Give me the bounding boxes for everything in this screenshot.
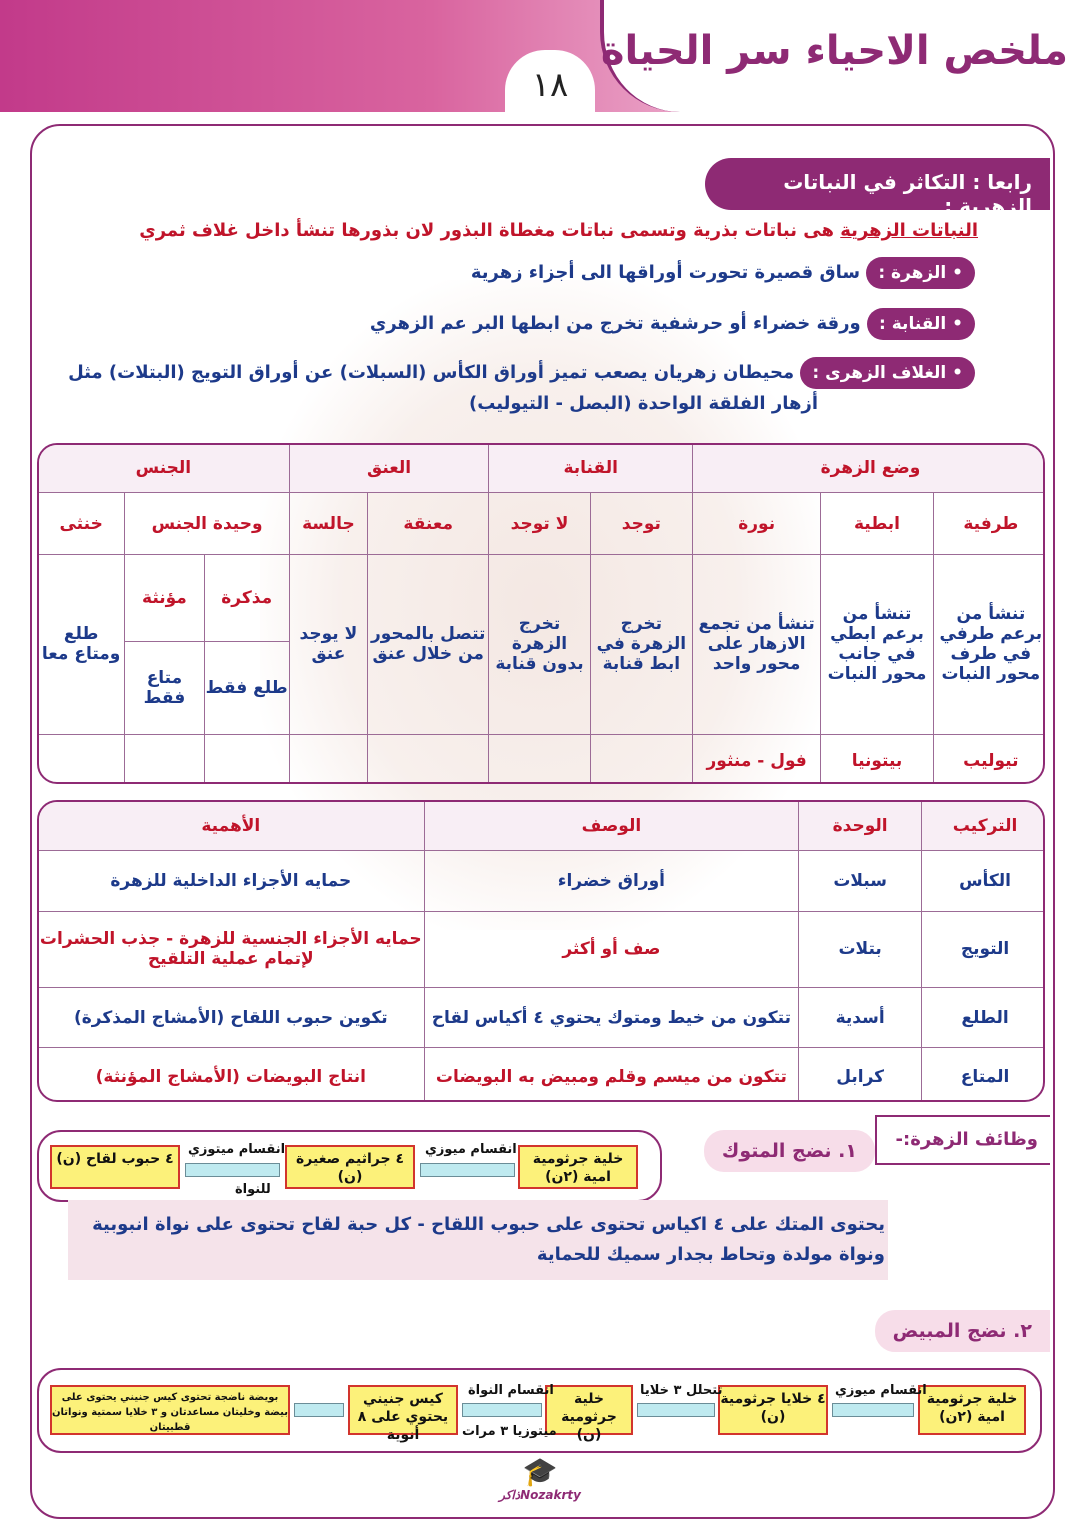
functions-title: وظائف الزهرة:-	[875, 1115, 1050, 1165]
definition-text: ورقة خضراء أو حرشفية تخرج من ابطها البر …	[369, 313, 861, 334]
subheader: توجد	[589, 492, 693, 555]
intro-line: النباتات الزهرية هى نباتات بذرية وتسمى ن…	[139, 220, 978, 241]
arrow-left-icon	[832, 1403, 914, 1417]
intro-text: هى نباتات بذرية وتسمى نباتات مغطاة البذو…	[139, 220, 834, 241]
table-row: المتاع كرابل تتكون من ميسم وقلم ومبيض به ا…	[39, 1047, 1043, 1100]
subheader: وحيدة الجنس	[124, 492, 290, 555]
term-pill: • الزهرة :	[866, 257, 975, 289]
definition-perianth: • الغلاف الزهرى : محيطان زهريان يصعب تمي…	[68, 357, 975, 389]
arrow-left-icon	[637, 1403, 715, 1417]
flower-types-table: وضع الزهرة القنابة العنق الجنس طرفية ابطية نو…	[39, 445, 1043, 782]
arrow-left-icon	[462, 1403, 542, 1417]
cell: تخرج الزهرة في ابط قنابة	[589, 553, 693, 735]
flower-parts-table: التركيب الوحدة الوصف الأهمية الكأس سبلات أورا…	[39, 802, 1043, 1100]
section-title: رابعا : التكاثر في النباتات الزهرية :	[705, 158, 1050, 218]
flow-box: ٤ حبوب لقاح (ن)	[50, 1145, 180, 1189]
page-frame	[30, 124, 1055, 1519]
definition-bract: • القنابة : ورقة خضراء أو حرشفية تخرج من…	[369, 308, 975, 340]
step2-label: ٢. نضج المبيض	[874, 1310, 1050, 1352]
flow-label: انقسام ميتوزي	[188, 1142, 286, 1157]
cell: متاع فقط	[124, 640, 205, 735]
definition-text-cont: أزهار الفلقة الواحدة (البصل - التيوليب)	[468, 393, 818, 414]
example: فول - منثور	[691, 733, 822, 782]
group-header: العنق	[288, 445, 490, 494]
col-header: الوحدة	[798, 802, 923, 852]
flow-box: ٤ خلايا جرثومية (ن)	[718, 1385, 828, 1435]
subheader: نورة	[691, 492, 822, 555]
subheader: طرفية	[932, 492, 1043, 555]
graduation-cap-icon: 🎓	[522, 1455, 558, 1488]
col-header: الأهمية	[39, 802, 425, 852]
example: تيوليب	[932, 733, 1043, 782]
arrow-left-icon	[294, 1403, 344, 1417]
anther-note: ونواة مولدة وتحاط بجدار سميك للحماية	[536, 1244, 885, 1265]
term-pill: • القنابة :	[867, 308, 975, 340]
flow-box: بويضة ناضجة تحتوى كيس جنيني يحتوى على بي…	[50, 1385, 290, 1435]
cell: تخرج الزهرة بدون قنابة	[488, 553, 591, 735]
table-row: الطلع أسدية تتكون من خيط ومتوك يحتوي ٤ أكي…	[39, 986, 1043, 1049]
col-header: التركيب	[921, 802, 1043, 852]
arrow-left-icon	[185, 1163, 280, 1177]
subheader: خنثى	[39, 492, 126, 555]
title-area	[600, 0, 1080, 112]
flow-box: ٤ جراثيم صغيرة (ن)	[285, 1145, 415, 1189]
flow-label: تتحلل ٣ خلايا	[640, 1383, 723, 1398]
definition-flower: • الزهرة : ساق قصيرة تحورت أوراقها الى أ…	[470, 257, 975, 289]
subheader: معنقة	[367, 492, 490, 555]
cell: تتصل بالمحور من خلال عنق	[367, 553, 490, 735]
flow-label: انقسام ميوزي	[425, 1142, 517, 1157]
flow-label: انقسام ميوزي	[835, 1383, 927, 1398]
anther-note-bg	[68, 1200, 888, 1280]
cell: تنشأ من برعم طرفي في طرف محور النبات	[932, 553, 1043, 735]
flow-label: انقسام النواة	[468, 1383, 554, 1398]
logo: 🎓 Nozakrtyذاكر	[490, 1455, 590, 1525]
step1-label: ١. نضج المتوك	[703, 1130, 875, 1172]
col-header: الوصف	[423, 802, 800, 852]
cell: طلع ومتاع معا	[39, 553, 126, 735]
flow-label: للنواة	[235, 1182, 271, 1197]
example: بيتونيا	[820, 733, 934, 782]
cell: تنشأ من برعم ابطي في جانب محور النبات	[820, 553, 934, 735]
subheader: جالسة	[288, 492, 369, 555]
page-title: ملخص الاحياء سر الحياة	[600, 28, 1068, 74]
page-number: ١٨	[505, 50, 595, 112]
cell: طلع فقط	[203, 640, 290, 735]
definition-text: ساق قصيرة تحورت أوراقها الى أجزاء زهرية	[470, 262, 861, 283]
flow-box: خلية جرثومية (ن)	[545, 1385, 633, 1443]
anther-note: يحتوى المتك على ٤ اكياس تحتوى على حبوب ا…	[92, 1214, 885, 1235]
flow-box: خلية جرثومية امية (٢ن)	[918, 1385, 1026, 1435]
subheader: ابطية	[820, 492, 934, 555]
ovule-flow	[37, 1368, 1042, 1453]
flow-box: كيس جنيني يحتوي على ٨ أنوية	[348, 1385, 458, 1443]
definition-text: محيطان زهريان يصعب تميز أوراق الكأس (الس…	[68, 362, 795, 383]
group-header: الجنس	[39, 445, 290, 494]
group-header: وضع الزهرة	[691, 445, 1043, 494]
cell: تنشأ من تجمع الازهار على محور واحد	[691, 553, 822, 735]
arrow-left-icon	[420, 1163, 515, 1177]
logo-text: Nozakrtyذاكر	[499, 1488, 581, 1502]
intro-term: النباتات الزهرية	[840, 220, 978, 241]
cell: مؤنثة	[124, 553, 205, 642]
flow-box: خلية جرثومية امية (٢ن)	[518, 1145, 638, 1189]
group-header: القنابة	[488, 445, 693, 494]
table-row: التويج بتلات صف أو أكثر حمايه الأجزاء الجنس…	[39, 911, 1043, 988]
flower-types-table-frame: وضع الزهرة القنابة العنق الجنس طرفية ابطية نو…	[37, 443, 1045, 784]
table-row: الكأس سبلات أوراق خضراء حمايه الأجزاء الداخ…	[39, 850, 1043, 913]
cell: لا يوجد عنق	[288, 553, 369, 735]
term-pill: • الغلاف الزهرى :	[800, 357, 975, 389]
flow-label: ميتوزيا ٣ مرات	[462, 1424, 557, 1439]
cell: مذكرة	[203, 553, 290, 642]
flower-parts-table-frame: التركيب الوحدة الوصف الأهمية الكأس سبلات أورا…	[37, 800, 1045, 1102]
subheader: لا توجد	[488, 492, 591, 555]
